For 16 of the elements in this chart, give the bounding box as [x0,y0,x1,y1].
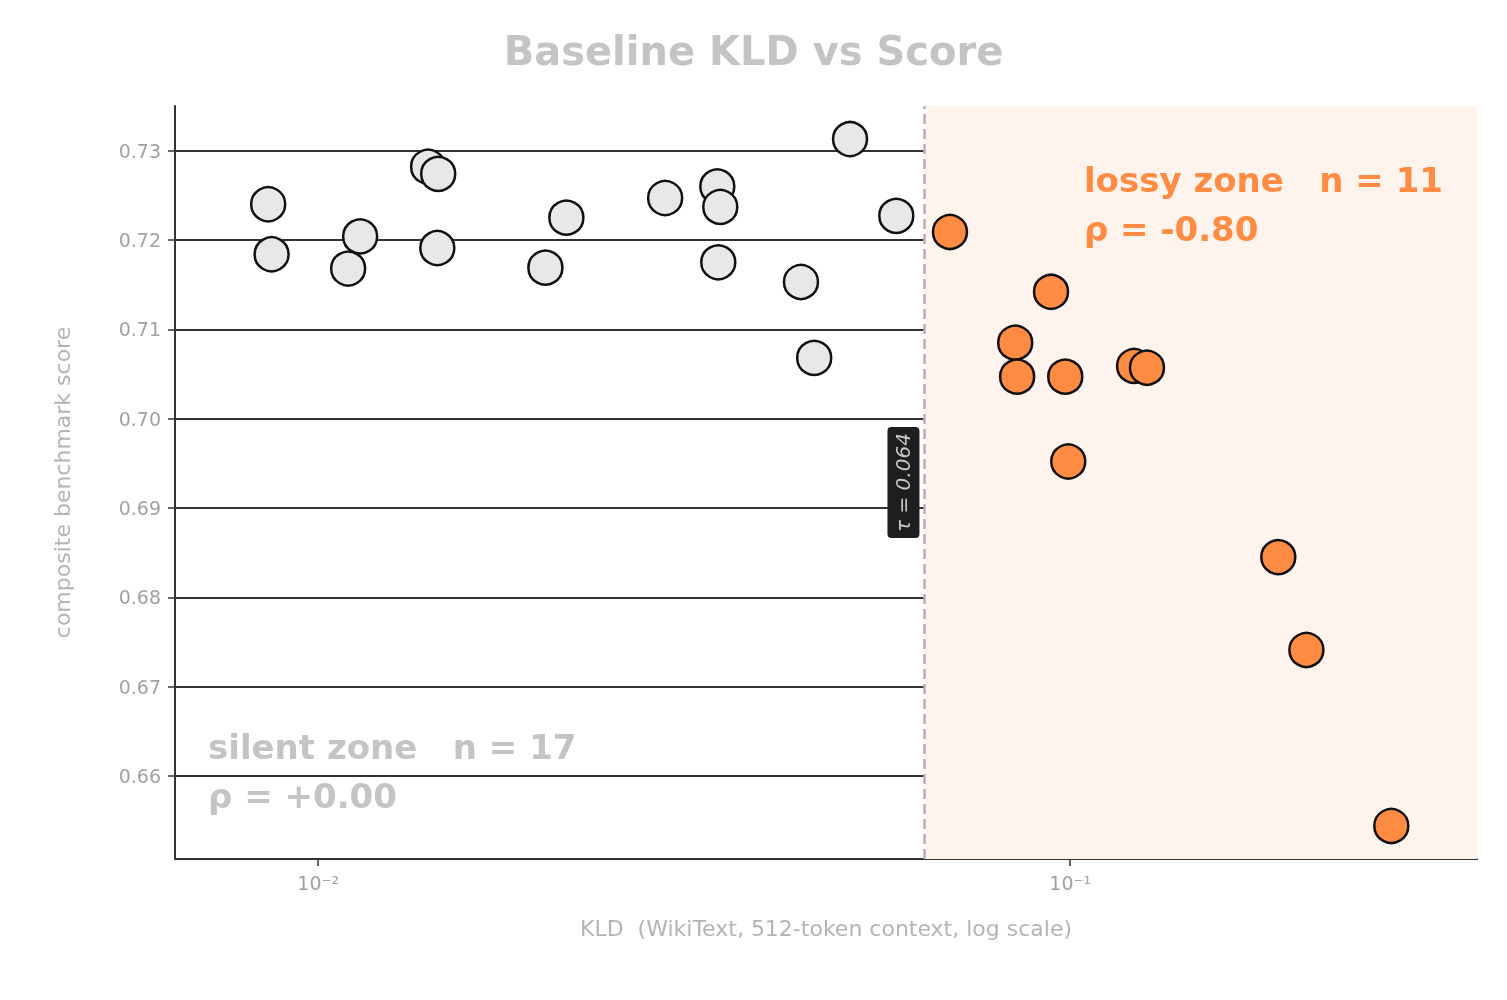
y-tick-label: 0.72 [118,228,161,251]
annotation: silent zone n = 17 ρ = +0.00 [208,726,577,816]
y-tick-label: 0.67 [118,675,161,698]
x-tick-label: 10⁻² [297,871,340,894]
y-tick-label: 0.73 [118,139,161,162]
x-axis-title: KLD (WikiText, 512-token context, log scale) [579,915,1073,941]
y-tick-label: 0.68 [118,586,161,609]
ref-line-label: τ = 0.064 [891,433,916,532]
chart-title: Baseline KLD vs Score [503,28,1004,74]
y-tick-label: 0.71 [118,318,161,341]
y-axis-title: composite benchmark score [49,326,75,639]
annotation: lossy zone n = 11 ρ = -0.80 [1083,159,1443,249]
y-tick-label: 0.70 [118,407,161,430]
y-tick-label: 0.66 [118,764,161,787]
y-tick-label: 0.69 [118,496,161,519]
x-tick-label: 10⁻¹ [1049,871,1092,894]
